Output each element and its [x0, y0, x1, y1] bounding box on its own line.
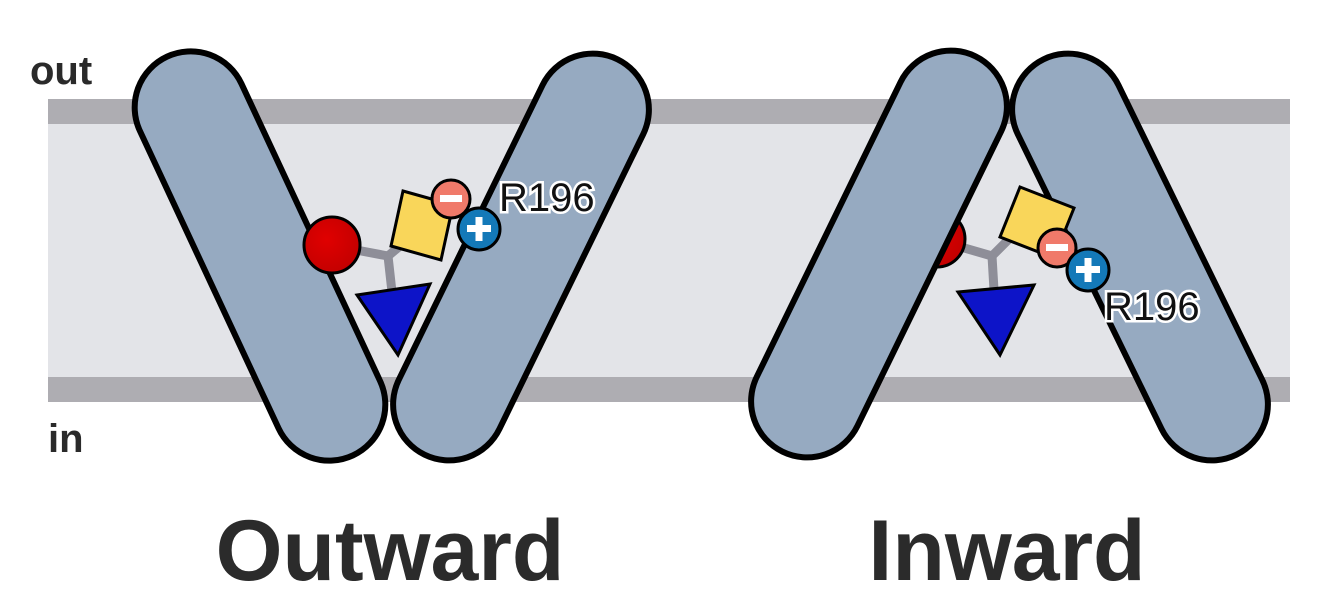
- outward-state: R196: [131, 48, 652, 464]
- negative-charge-icon: [1036, 227, 1078, 269]
- substrate-triangle: [955, 283, 1037, 359]
- outward-state-label: Outward: [216, 503, 565, 599]
- substrate-triangle: [354, 282, 433, 359]
- inward-state-label: Inward: [868, 503, 1145, 599]
- negative-charge-icon: [430, 178, 472, 220]
- inward-state: R196: [748, 47, 1271, 464]
- inward-left-helix: [748, 47, 1010, 461]
- in-label: in: [48, 417, 84, 461]
- membrane-inner-boundary: [48, 377, 1290, 402]
- positive-charge-icon: [1065, 247, 1111, 293]
- inward-residue-label: R196: [1104, 285, 1200, 329]
- substrate-sphere: [302, 215, 362, 275]
- substrate-linker: [987, 251, 999, 295]
- outward-substrate: [302, 178, 472, 359]
- out-label: out: [30, 49, 92, 93]
- substrate-linker: [383, 251, 397, 297]
- positive-charge-icon: [456, 206, 502, 252]
- outward-residue-label: R196: [499, 176, 595, 220]
